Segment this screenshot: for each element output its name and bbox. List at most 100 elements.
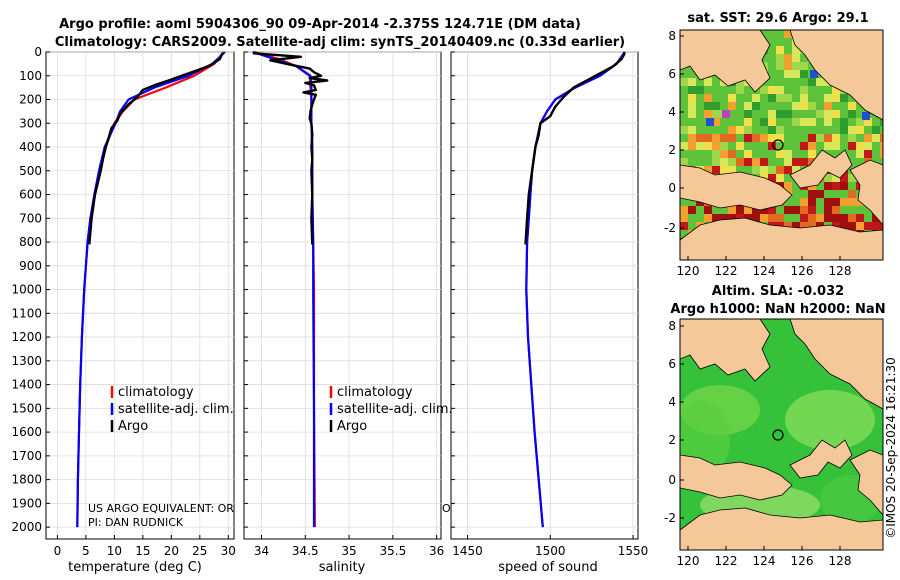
sst-cell [800, 86, 808, 94]
sst-cell [712, 150, 720, 158]
sst-cell [704, 214, 712, 222]
sst-cell [706, 118, 714, 126]
map-y-tick-label: 6 [668, 357, 676, 371]
sst-cell [768, 70, 776, 78]
map-x-tick-label: 128 [829, 264, 852, 278]
sst-cell [760, 214, 768, 222]
sst-cell [808, 206, 816, 214]
sst-cell [880, 222, 883, 230]
y-tick-label: 1000 [11, 283, 42, 297]
x-tick-label: 20 [164, 544, 179, 558]
sst-cell [848, 222, 856, 230]
sst-cell [760, 110, 768, 118]
map-x-tick-label: 128 [829, 554, 852, 568]
sst-cell [808, 222, 816, 230]
sst-cell [848, 110, 856, 118]
sst-frame [679, 29, 884, 261]
sst-cell [744, 206, 752, 214]
sst-cell [840, 198, 848, 206]
sst-title: sat. SST: 29.6 Argo: 29.1 [687, 11, 868, 26]
sst-cell [752, 134, 760, 142]
sst-cell [728, 102, 736, 110]
sst-cell [832, 102, 840, 110]
x-tick-label: 35 [341, 544, 356, 558]
institution-note: US ARGO EQUIVALENT: ORIGINAL [88, 502, 272, 515]
note-fragment: O [442, 502, 451, 515]
x-tick-label: 1450 [452, 544, 483, 558]
y-tick-label: 1100 [11, 306, 42, 320]
sst-cell [688, 78, 696, 86]
sst-cell [696, 102, 704, 110]
sst-cell [864, 118, 872, 126]
sst-cell [704, 134, 712, 142]
sst-cell [752, 214, 760, 222]
sst-cell [808, 214, 816, 222]
sst-cell [768, 174, 776, 182]
sst-cell [680, 102, 688, 110]
sst-cell [768, 134, 776, 142]
sst-cell [824, 86, 832, 94]
sst-cell [784, 182, 792, 190]
sst-cell [768, 142, 776, 150]
sst-cell [752, 110, 760, 118]
sst-cell [840, 214, 848, 222]
sst-cell [712, 86, 720, 94]
sst-cell [680, 158, 688, 166]
sst-cell [776, 86, 784, 94]
sound-panel [450, 51, 639, 540]
sst-cell [728, 94, 736, 102]
sst-cell [792, 110, 800, 118]
sst-cell [712, 94, 720, 102]
map-x-tick-label: 120 [677, 264, 700, 278]
imos-timestamp: ©IMOS 20-Sep-2024 16:21:30 [884, 357, 898, 539]
series-argo [252, 52, 329, 245]
sst-cell [784, 94, 792, 102]
sst-cell [704, 206, 712, 214]
sst-cell [776, 174, 784, 182]
temperature-xlabel: temperature (deg C) [68, 560, 202, 575]
sst-cell [848, 190, 856, 198]
y-tick-label: 1300 [11, 354, 42, 368]
sst-cell [744, 134, 752, 142]
sst-cell [848, 126, 856, 134]
sst-cell [864, 150, 872, 158]
salinity-xlabel: salinity [319, 560, 366, 575]
legend-satellite-label: satellite-adj. clim. [337, 402, 453, 417]
sst-cell [816, 78, 824, 86]
pi-note: PI: DAN RUDNICK [88, 516, 184, 529]
sst-cell [848, 134, 856, 142]
sst-cell [712, 166, 720, 174]
y-tick-label: 2000 [11, 520, 42, 534]
y-tick-label: 500 [19, 164, 42, 178]
height-title: Argo h1000: NaN h2000: NaN [670, 302, 885, 317]
map-x-tick-label: 126 [791, 554, 814, 568]
sst-cell [744, 102, 752, 110]
sst-cell [808, 118, 816, 126]
y-tick-label: 900 [19, 259, 42, 273]
sst-cell [872, 118, 880, 126]
sst-cell [722, 110, 730, 118]
sst-cell [792, 158, 800, 166]
y-tick-label: 0 [34, 45, 42, 59]
sst-cell [800, 62, 808, 70]
sst-cell [704, 94, 712, 102]
sst-cell [768, 126, 776, 134]
sst-landmass-south [680, 217, 883, 260]
sst-cell [704, 142, 712, 150]
map-y-tick-label: -2 [664, 221, 676, 235]
x-tick-label: 10 [107, 544, 122, 558]
sst-cell [784, 62, 792, 70]
sst-cell [840, 110, 848, 118]
sst-cell [768, 214, 776, 222]
y-tick-label: 1900 [11, 496, 42, 510]
legend-argo-label: Argo [118, 419, 148, 434]
sst-cell [832, 86, 840, 94]
sst-cell [832, 110, 840, 118]
sst-cell [752, 102, 760, 110]
sst-cell [810, 70, 818, 78]
sst-cell [880, 150, 883, 158]
legend-climatology-label: climatology [118, 385, 194, 400]
map-y-tick-label: 8 [668, 319, 676, 333]
sst-cell [744, 150, 752, 158]
